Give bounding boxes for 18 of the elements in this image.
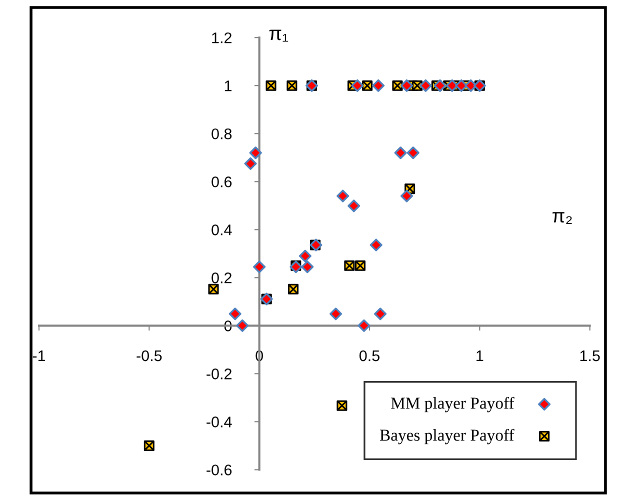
legend-label: Bayes player Payoff	[380, 428, 514, 444]
x-tick-label: 1	[476, 350, 484, 362]
y-tick-label: 1	[224, 80, 232, 92]
y-tick-label: 0.2	[212, 272, 232, 284]
x-axis-title: π₂	[552, 212, 572, 224]
x-tick-label: -1	[32, 350, 46, 362]
y-tick-label: -0.6	[206, 464, 232, 476]
y-tick-label: 1.2	[212, 32, 232, 44]
y-tick-label: 0.6	[212, 176, 232, 188]
y-tick-label: -0.4	[206, 416, 232, 428]
y-tick-label: 0.4	[212, 224, 232, 236]
x-tick-label: 1.5	[580, 350, 600, 362]
y-tick-label: 0.8	[212, 128, 232, 140]
x-tick-label: 0.5	[359, 350, 380, 362]
legend-label: MM player Payoff	[391, 396, 514, 412]
y-axis-title: π₁	[269, 30, 288, 42]
x-tick-label: -0.5	[136, 350, 162, 362]
y-tick-label: -0.2	[206, 368, 232, 380]
